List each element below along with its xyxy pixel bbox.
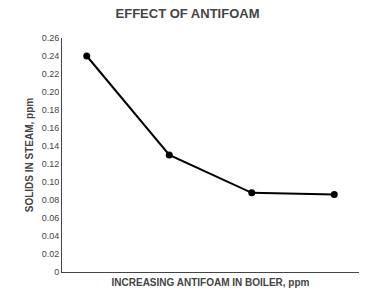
svg-text:SOLIDS IN STEAM, ppm: SOLIDS IN STEAM, ppm [24, 98, 35, 213]
svg-text:0.02: 0.02 [42, 249, 60, 259]
svg-text:0.10: 0.10 [42, 177, 60, 187]
svg-text:0.22: 0.22 [42, 69, 60, 79]
svg-text:INCREASING ANTIFOAM IN BOILER,: INCREASING ANTIFOAM IN BOILER, ppm [112, 277, 310, 288]
svg-text:0.24: 0.24 [42, 51, 60, 61]
svg-text:0.18: 0.18 [42, 105, 60, 115]
svg-text:0.12: 0.12 [42, 159, 60, 169]
svg-text:0.20: 0.20 [42, 87, 60, 97]
svg-text:0.14: 0.14 [42, 141, 60, 151]
svg-text:0.26: 0.26 [42, 33, 60, 43]
svg-text:0.08: 0.08 [42, 195, 60, 205]
svg-text:EFFECT OF ANTIFOAM: EFFECT OF ANTIFOAM [116, 6, 260, 21]
svg-text:0.04: 0.04 [42, 231, 60, 241]
svg-text:0: 0 [54, 267, 59, 277]
svg-text:0.16: 0.16 [42, 123, 60, 133]
svg-text:0.06: 0.06 [42, 213, 60, 223]
